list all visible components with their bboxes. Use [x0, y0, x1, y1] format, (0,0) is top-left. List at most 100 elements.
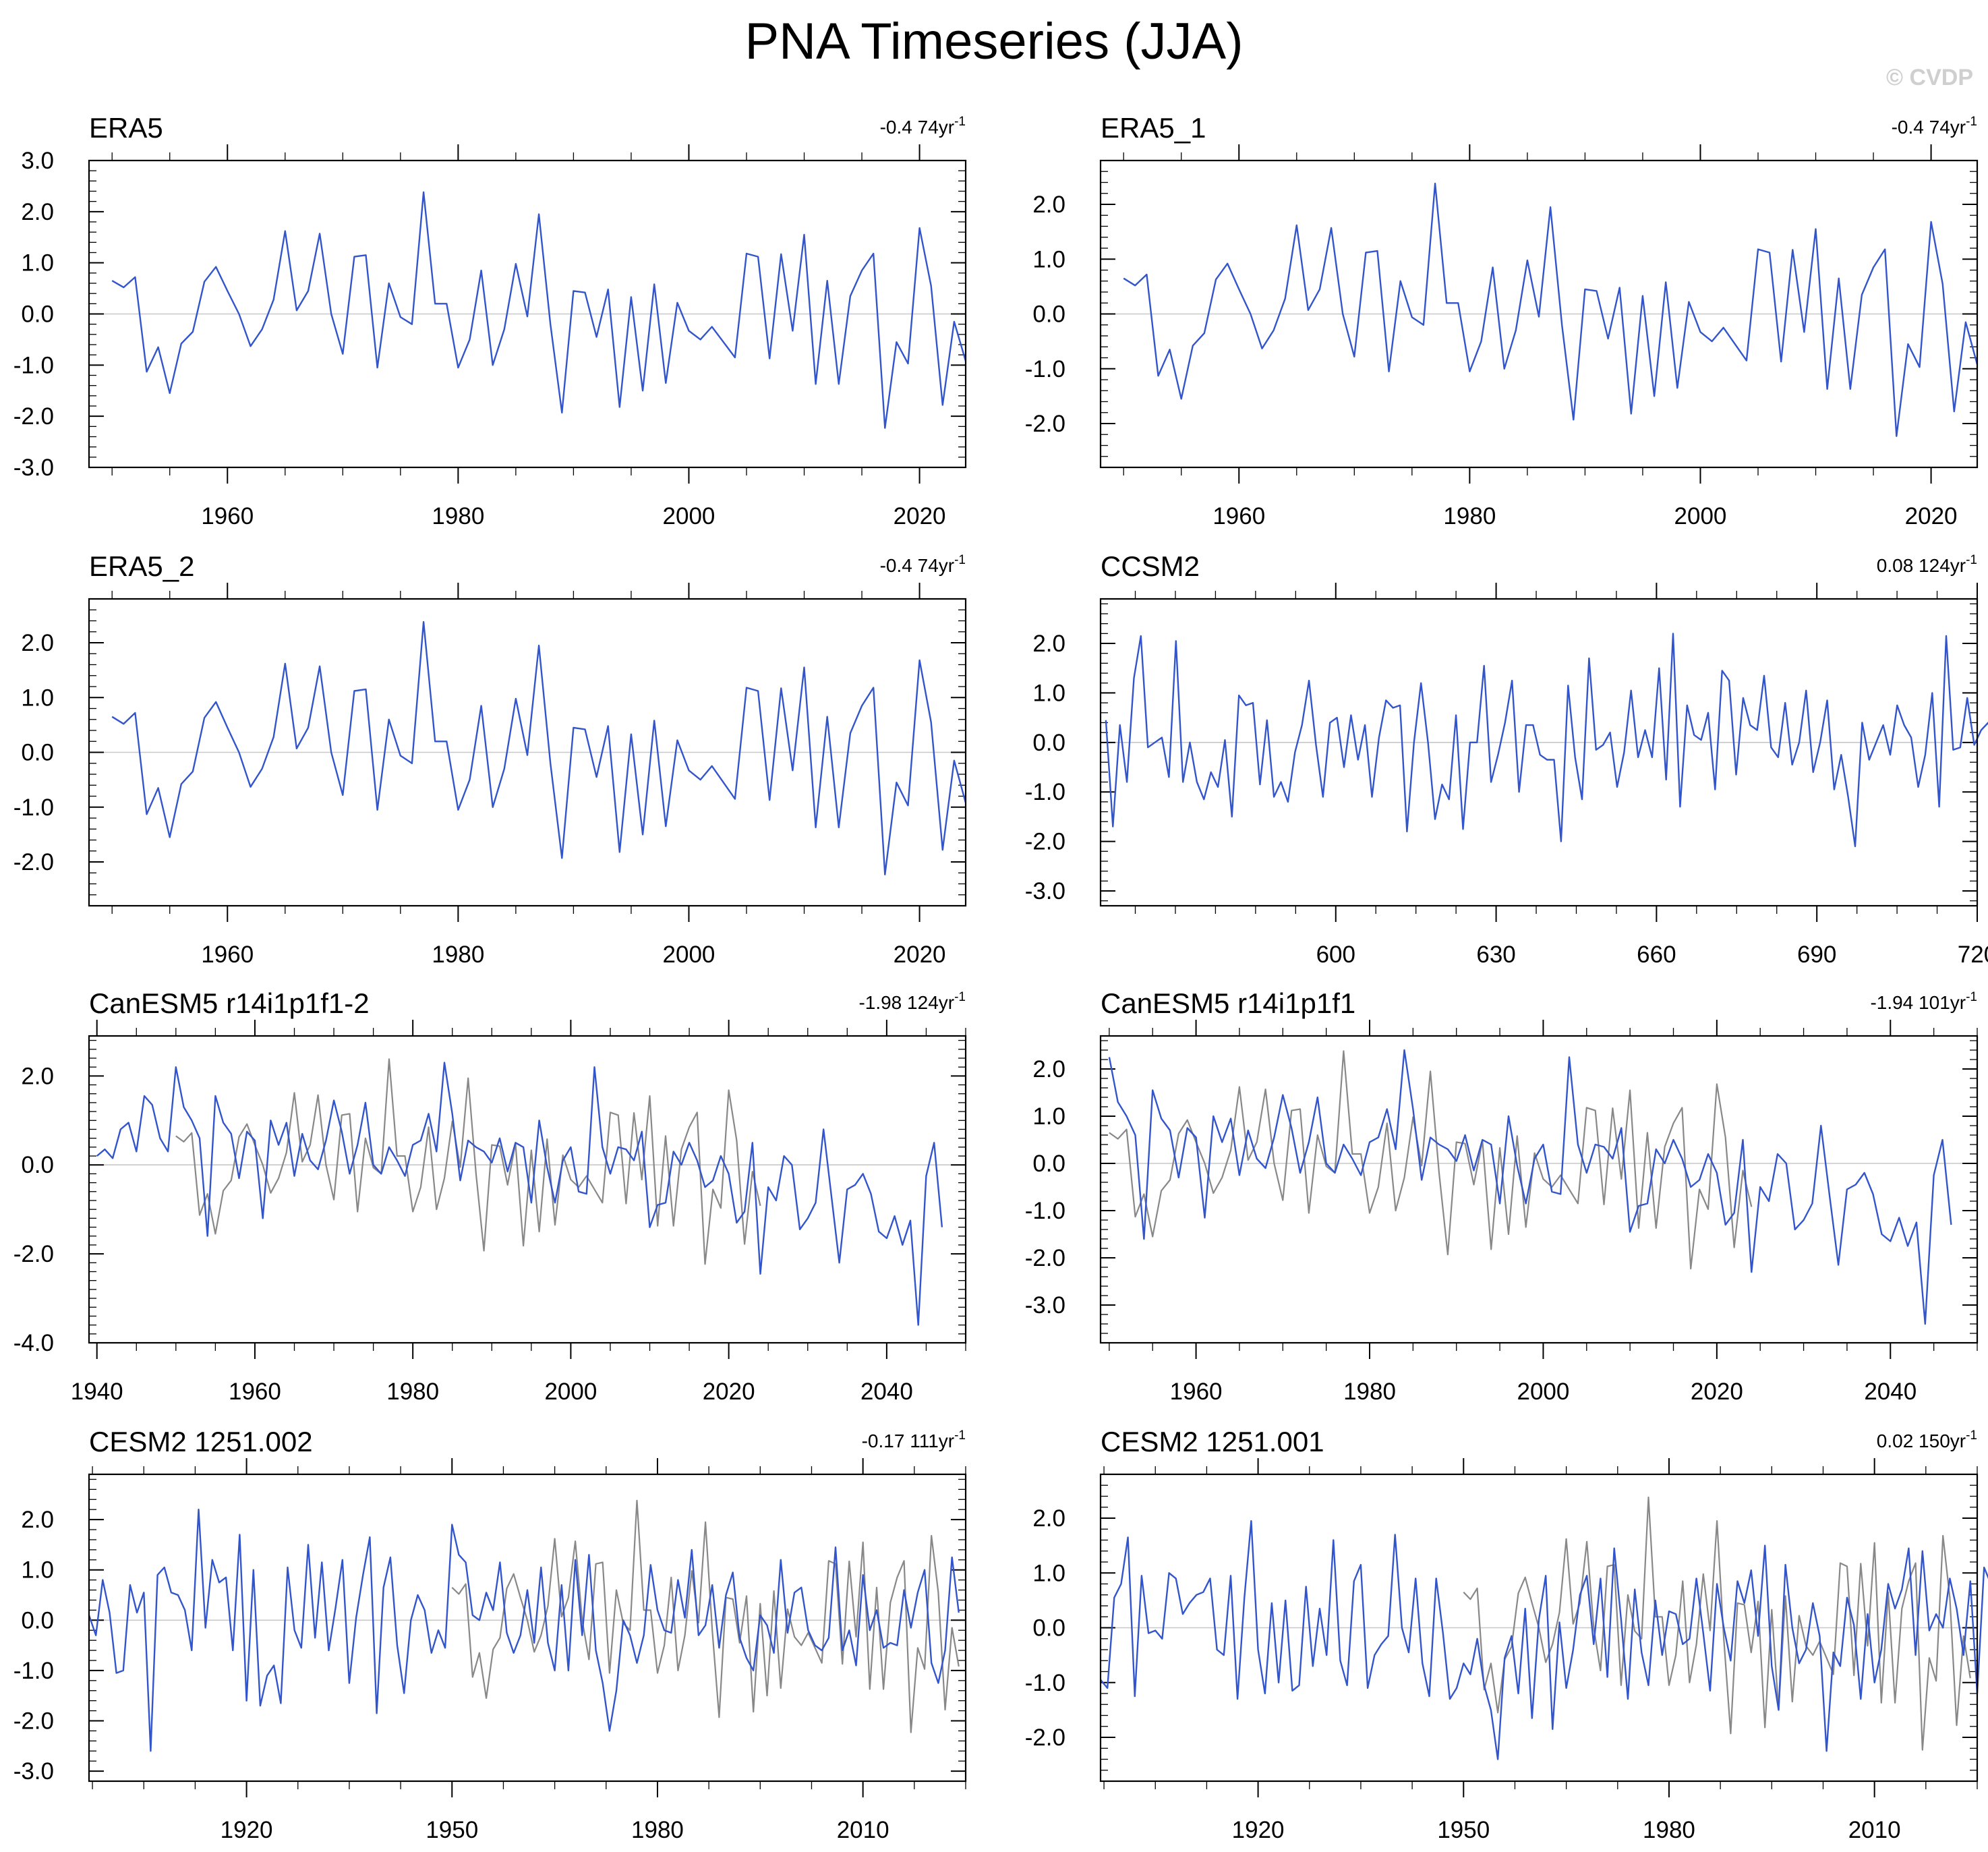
panel-title: CESM2 1251.002	[89, 1426, 313, 1457]
trend-period: 124yr	[1919, 555, 1966, 576]
model-series-line	[88, 1508, 960, 1752]
trend-annotation: -0.17 111yr-1	[862, 1428, 966, 1451]
y-tick-label: 0.0	[1032, 301, 1065, 328]
model-series-line	[111, 620, 967, 875]
x-tick-label: 720	[1958, 942, 1988, 968]
x-tick-label: 1950	[1437, 1817, 1490, 1843]
x-tick-label: 2010	[837, 1817, 889, 1843]
plot-frame	[88, 159, 967, 469]
y-tick-label: 1.0	[1032, 246, 1065, 272]
plot-frame	[1099, 1473, 1979, 1783]
obs-series-line	[451, 1499, 960, 1733]
x-tick-label: 2020	[894, 942, 946, 968]
y-tick-label: -4.0	[13, 1330, 54, 1356]
trend-exponent: -1	[954, 990, 966, 1004]
y-tick-label: -1.0	[1025, 779, 1065, 805]
y-tick-label: 0.0	[21, 1152, 54, 1178]
x-tick-label: 1960	[1212, 503, 1265, 529]
model-series-line	[96, 1062, 943, 1326]
y-tick-label: -2.0	[13, 849, 54, 875]
y-tick-label: -1.0	[1025, 356, 1065, 382]
figure-title: PNA Timeseries (JJA)	[744, 13, 1244, 70]
trend-value: -0.17	[862, 1430, 910, 1451]
plot-frame	[1099, 1035, 1979, 1344]
trend-exponent: -1	[954, 553, 966, 567]
x-tick-label: 1960	[1170, 1379, 1223, 1405]
x-tick-label: 2000	[663, 942, 715, 968]
y-tick-label: 0.0	[1032, 1151, 1065, 1177]
plot-frame	[88, 1035, 967, 1344]
y-tick-label: 2.0	[1032, 192, 1065, 218]
x-tick-label: 2020	[1905, 503, 1958, 529]
x-tick-label: 1980	[631, 1817, 684, 1843]
obs-series-line	[1109, 1050, 1753, 1270]
panel-5: CanESM5 r14i1p1f1 -1.94 101yr-1 -3.0 -2.0 -1…	[1025, 987, 1979, 1405]
y-tick-label: 1.0	[1032, 1103, 1065, 1130]
y-tick-label: -2.0	[13, 1241, 54, 1267]
y-tick-label: -2.0	[13, 1708, 54, 1734]
trend-period: 74yr	[918, 117, 954, 138]
trend-period: 150yr	[1919, 1430, 1966, 1451]
plot-frame	[88, 1473, 967, 1783]
x-tick-label: 2000	[1517, 1379, 1569, 1405]
panel-1: ERA5_1 -0.4 74yr-1 -2.0 -1.0 0.0 1.0 2.0 1960 19…	[1025, 112, 1979, 529]
y-tick-label: 3.0	[21, 148, 54, 174]
panel-7: CESM2 1251.001 0.02 150yr-1 -2.0 -1.0 0.0 1.0…	[1025, 1426, 1988, 1843]
y-tick-label: 2.0	[1032, 631, 1065, 657]
y-tick-label: 0.0	[21, 301, 54, 328]
trend-exponent: -1	[1966, 990, 1977, 1004]
y-tick-label: 0.0	[21, 740, 54, 766]
panel-title: CESM2 1251.001	[1101, 1426, 1324, 1457]
trend-value: -0.4	[880, 117, 918, 138]
x-tick-label: 1980	[432, 942, 484, 968]
plot-frame	[88, 598, 967, 907]
y-tick-label: 2.0	[21, 1063, 54, 1089]
y-tick-label: 2.0	[21, 630, 54, 656]
x-tick-label: 2020	[894, 503, 946, 529]
y-tick-label: 1.0	[1032, 680, 1065, 706]
trend-value: -1.98	[858, 992, 907, 1013]
y-tick-label: 1.0	[21, 250, 54, 277]
trend-period: 74yr	[1929, 117, 1966, 138]
y-tick-label: -3.0	[13, 1758, 54, 1785]
trend-period: 101yr	[1919, 992, 1966, 1013]
x-tick-label: 660	[1637, 942, 1676, 968]
y-tick-label: -1.0	[13, 1658, 54, 1684]
x-tick-label: 2040	[1864, 1379, 1917, 1405]
panel-3: CCSM2 0.08 124yr-1 -3.0 -2.0 -1.0 0.0 1.0 2.0 60…	[1025, 550, 1988, 968]
y-tick-label: -1.0	[13, 794, 54, 821]
panel-6: CESM2 1251.002 -0.17 111yr-1 -3.0 -2.0 -1.0 0…	[13, 1426, 967, 1843]
panel-title: ERA5_2	[89, 550, 194, 582]
y-tick-label: -3.0	[13, 455, 54, 481]
x-tick-label: 2010	[1848, 1817, 1901, 1843]
plot-frame	[1099, 159, 1979, 469]
panel-2: ERA5_2 -0.4 74yr-1 -2.0 -1.0 0.0 1.0 2.0 1960 19…	[13, 550, 967, 968]
panel-title: CCSM2	[1101, 550, 1200, 582]
y-tick-label: 2.0	[1032, 1505, 1065, 1532]
trend-period: 74yr	[918, 555, 954, 576]
y-tick-label: 2.0	[21, 1507, 54, 1533]
y-tick-label: -2.0	[1025, 829, 1065, 855]
panel-title: ERA5	[89, 112, 163, 144]
y-tick-label: 0.0	[21, 1607, 54, 1633]
y-tick-label: 2.0	[21, 199, 54, 225]
x-tick-label: 1980	[1443, 503, 1496, 529]
x-tick-label: 1960	[201, 942, 254, 968]
x-tick-label: 1920	[1232, 1817, 1285, 1843]
trend-value: -1.94	[1870, 992, 1919, 1013]
obs-series-line	[175, 1058, 761, 1265]
trend-exponent: -1	[954, 1428, 966, 1443]
x-tick-label: 1960	[201, 503, 254, 529]
y-tick-label: -3.0	[1025, 1292, 1065, 1319]
trend-exponent: -1	[1966, 553, 1977, 567]
y-tick-label: 1.0	[21, 685, 54, 711]
y-tick-label: -2.0	[1025, 411, 1065, 437]
y-tick-label: 1.0	[1032, 1560, 1065, 1586]
trend-exponent: -1	[954, 115, 966, 129]
trend-value: -0.4	[1892, 117, 1929, 138]
x-tick-label: 1940	[71, 1379, 123, 1405]
x-tick-label: 2020	[703, 1379, 755, 1405]
trend-annotation: 0.08 124yr-1	[1877, 553, 1977, 576]
x-tick-label: 2000	[1674, 503, 1727, 529]
